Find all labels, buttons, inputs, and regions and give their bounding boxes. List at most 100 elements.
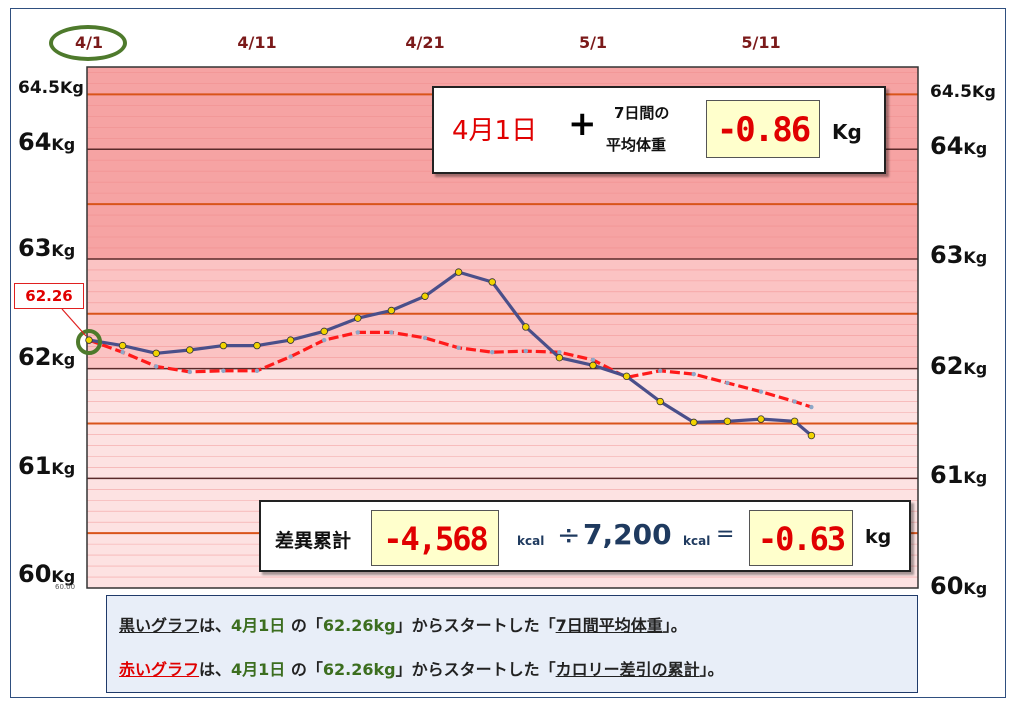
y-tick-left-63: 63Kg — [18, 234, 76, 262]
series-point — [118, 341, 127, 350]
series-point — [421, 292, 429, 300]
series-point — [725, 380, 730, 386]
series-point — [355, 330, 360, 335]
converted-kg-unit: kg — [865, 526, 892, 548]
start-point-ring — [76, 329, 102, 355]
series-point — [219, 341, 228, 350]
y-tick-right-60: 60Kg — [930, 572, 988, 600]
series-point — [152, 349, 160, 357]
series-point — [456, 345, 461, 350]
y-tick-right-61: 61Kg — [930, 461, 988, 489]
legend-value: 62.26kg — [322, 660, 396, 679]
legend-date: 4月1日 — [231, 616, 286, 635]
legend-line-red: 赤いグラフは、4月1日 の「62.26kg」からスタートした「カロリー差引の累計… — [119, 656, 724, 680]
series-point — [758, 389, 764, 394]
series-point — [809, 404, 814, 410]
callout-leader — [61, 308, 87, 337]
legend-series-name: 黒いグラフ — [119, 616, 200, 635]
series-point — [589, 361, 597, 370]
converted-kg-value: -0.63 — [749, 510, 853, 566]
y-tick-left-64: 64Kg — [18, 128, 76, 156]
series-point — [186, 346, 194, 354]
series-point — [253, 341, 261, 350]
avg-weight-change-box: 4月1日 + 7日間の 平均体重 -0.86 Kg — [432, 86, 886, 174]
series-point — [490, 349, 495, 355]
legend-value: 62.26kg — [322, 616, 396, 635]
y-tick-right-63: 63Kg — [930, 241, 988, 269]
series-point — [354, 314, 362, 322]
legend-series-name: 赤いグラフ — [119, 660, 200, 679]
series-point — [320, 327, 328, 336]
legend-text: は、 — [199, 616, 232, 635]
x-tick-label: 4/11 — [237, 33, 277, 52]
series-markers — [85, 268, 816, 440]
series-point — [187, 369, 192, 375]
legend-text: 」からスタートした「 — [395, 660, 556, 679]
series-point — [85, 336, 93, 344]
start-date-label: 4月1日 — [452, 116, 538, 146]
tiny-axis-label: 60.00 — [55, 583, 76, 591]
series-point — [286, 336, 295, 344]
series-point — [523, 348, 528, 354]
series-point — [254, 368, 260, 374]
legend-text: 」。 — [699, 660, 724, 679]
series-point — [658, 368, 663, 374]
series-point — [691, 371, 696, 377]
series-point — [389, 330, 394, 335]
x-tick-label: 5/11 — [741, 33, 781, 52]
series-point — [120, 349, 125, 355]
cumulative-kcal-value: -4,568 — [371, 510, 499, 566]
avg-label-line2: 平均体重 — [606, 136, 667, 154]
series-point — [792, 399, 797, 404]
calorie-difference-box: 差異累計 -4,568 kcal ÷ 7,200 kcal = -0.63 kg — [259, 500, 911, 572]
series-point — [221, 368, 226, 374]
kcal-unit: kcal — [517, 534, 545, 548]
y-tick-left-60: 60Kg — [18, 560, 76, 588]
avg-change-value: -0.86 — [706, 100, 820, 158]
series-point — [723, 417, 732, 425]
divide-sign: ÷ — [557, 518, 581, 551]
legend-subject: カロリー差引の累計 — [555, 660, 700, 679]
series-point — [387, 306, 396, 315]
series-point — [454, 268, 463, 276]
y-tick-right-64-5: 64.5Kg — [930, 82, 996, 102]
series-point — [690, 418, 698, 427]
y-tick-right-62: 62Kg — [930, 352, 988, 380]
series-point — [757, 415, 765, 423]
legend-subject: 7日間平均体重 — [555, 616, 663, 635]
start-date-highlight-ring — [49, 25, 127, 61]
divisor-value: 7,200 — [583, 518, 672, 551]
start-value-callout: 62.26 — [14, 283, 84, 309]
legend-line-black: 黒いグラフは、4月1日 の「62.26kg」からスタートした「7日間平均体重」。 — [119, 612, 687, 636]
cumulative-diff-label: 差異累計 — [275, 530, 352, 552]
x-tick-label: 4/21 — [405, 33, 445, 52]
y-tick-left-62: 62Kg — [18, 343, 76, 371]
series-point — [488, 278, 496, 286]
series-point — [590, 357, 596, 363]
y-tick-left-61: 61Kg — [18, 452, 76, 480]
legend-date: 4月1日 — [231, 660, 286, 679]
series-point — [322, 337, 327, 343]
avg-change-unit: Kg — [832, 120, 862, 144]
series-point — [154, 364, 159, 369]
avg-label-line1: 7日間の — [614, 104, 670, 122]
equals-sign: = — [716, 522, 735, 547]
series-point — [288, 354, 293, 359]
series-point — [522, 323, 530, 331]
series-point — [807, 431, 816, 440]
legend-text: 」。 — [662, 616, 687, 635]
series-point — [555, 353, 564, 362]
y-tick-right-64: 64Kg — [930, 132, 988, 160]
series-point — [656, 397, 664, 406]
y-tick-left-64-5: 64.5Kg — [18, 78, 84, 98]
chart-frame — [10, 8, 1006, 698]
plus-sign: + — [568, 104, 597, 144]
legend-text: の「 — [285, 616, 323, 635]
series-point — [557, 349, 562, 355]
legend-box: 黒いグラフは、4月1日 の「62.26kg」からスタートした「7日間平均体重」。… — [106, 595, 918, 693]
x-tick-label: 5/1 — [578, 33, 608, 52]
legend-text: 」からスタートした「 — [395, 616, 556, 635]
legend-text: は、 — [199, 660, 232, 679]
kcal-unit: kcal — [683, 534, 711, 548]
legend-text: の「 — [285, 660, 323, 679]
